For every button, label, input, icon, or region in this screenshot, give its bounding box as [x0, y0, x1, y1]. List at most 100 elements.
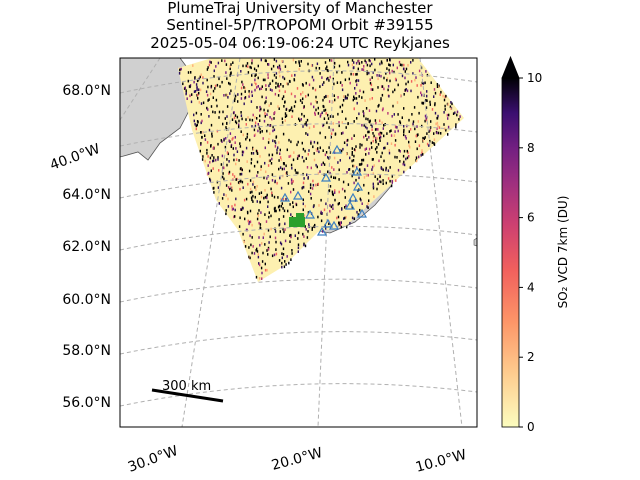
swath-pixel — [341, 208, 343, 211]
swath-pixel — [425, 106, 428, 109]
swath-pixel — [348, 168, 350, 171]
swath-pixel — [264, 243, 266, 246]
swath-pixel — [274, 206, 276, 210]
swath-pixel — [288, 138, 290, 142]
swath-pixel — [279, 176, 281, 180]
swath-pixel — [433, 138, 436, 141]
swath-pixel — [246, 160, 248, 163]
volcano-triangle — [331, 144, 343, 154]
swath-pixel — [375, 121, 377, 125]
swath-pixel — [275, 76, 277, 79]
scale-bar — [151, 388, 224, 403]
volcano-triangle — [316, 226, 328, 236]
swath-pixel — [372, 172, 374, 175]
swath-pixel — [232, 147, 234, 150]
swath-pixel — [434, 91, 437, 95]
swath-pixel — [200, 121, 202, 125]
swath-pixel — [386, 78, 388, 82]
swath-pixel — [321, 230, 324, 233]
swath-pixel — [281, 256, 283, 260]
swath-pixel — [426, 94, 428, 98]
swath-pixel — [365, 153, 367, 156]
swath-pixel — [222, 172, 224, 175]
swath-pixel — [234, 114, 237, 117]
swath-pixel — [254, 186, 256, 189]
swath-pixel — [355, 178, 357, 182]
swath-pixel — [265, 100, 267, 103]
swath-pixel — [267, 248, 270, 251]
swath-pixel — [266, 196, 268, 200]
swath-pixel — [396, 126, 398, 129]
swath-pixel — [248, 169, 251, 173]
swath-pixel — [204, 134, 206, 137]
swath-pixel — [369, 97, 371, 101]
swath-pixel — [196, 120, 199, 123]
swath-pixel — [263, 108, 265, 112]
swath-pixel — [260, 191, 263, 194]
swath-pixel — [238, 119, 240, 123]
swath-pixel — [442, 94, 444, 98]
swath-pixel — [404, 70, 406, 73]
swath-pixel — [301, 101, 303, 104]
swath-pixel — [290, 258, 292, 261]
swath-pixel — [444, 127, 446, 131]
swath-pixel — [212, 159, 215, 162]
lat-label-62: 62.0°N — [62, 239, 111, 255]
swath-pixel — [286, 82, 288, 85]
swath-pixel — [197, 97, 199, 100]
swath-pixel — [200, 142, 202, 145]
swath-pixel — [328, 222, 330, 225]
swath-pixel — [414, 127, 416, 131]
swath-pixel — [322, 123, 325, 126]
swath-pixel — [231, 208, 234, 211]
swath-pixel — [382, 182, 384, 185]
swath-pixel — [434, 103, 436, 107]
swath-pixel — [275, 209, 277, 213]
swath-pixel — [288, 261, 290, 265]
swath-pixel — [308, 126, 311, 130]
swath-pixel — [338, 168, 340, 172]
swath-pixel — [237, 93, 239, 96]
swath-pixel — [382, 168, 384, 172]
swath-pixel — [261, 85, 263, 88]
swath-pixel — [262, 236, 264, 239]
swath-pixel — [391, 69, 393, 73]
swath-pixel — [371, 76, 373, 79]
swath-pixel — [248, 246, 250, 249]
swath-pixel — [242, 64, 244, 68]
swath-pixel — [221, 175, 224, 179]
swath-pixel — [327, 156, 329, 159]
swath-pixel — [274, 230, 277, 233]
swath-pixel — [365, 174, 368, 177]
swath-pixel — [254, 195, 256, 199]
swath-pixel — [330, 132, 333, 135]
swath-pixel — [388, 149, 390, 152]
swath-pixel — [405, 157, 407, 161]
swath-pixel — [421, 149, 423, 152]
swath-pixel — [365, 147, 368, 150]
swath-pixel — [310, 166, 312, 170]
swath-pixel — [330, 135, 332, 139]
swath-pixel — [366, 126, 368, 130]
swath-pixel — [415, 134, 417, 138]
swath-pixel — [202, 76, 204, 79]
swath-pixel — [256, 86, 258, 89]
swath-pixel — [255, 73, 257, 76]
swath-pixel — [408, 118, 410, 122]
swath-pixel — [229, 187, 231, 191]
swath-pixel — [249, 138, 251, 142]
swath-pixel — [363, 168, 366, 171]
swath-pixel — [401, 63, 403, 67]
swath-pixel — [297, 246, 300, 250]
swath-pixel — [250, 158, 253, 161]
swath-pixel — [286, 148, 288, 152]
swath-pixel — [369, 59, 371, 63]
swath-pixel — [236, 150, 239, 153]
swath-pixel — [237, 181, 240, 184]
swath-pixel — [310, 64, 313, 67]
swath-pixel — [337, 215, 340, 219]
swath-pixel — [368, 136, 370, 139]
swath-pixel — [383, 159, 385, 163]
swath-pixel — [240, 208, 243, 211]
swath-pixel — [239, 172, 241, 176]
